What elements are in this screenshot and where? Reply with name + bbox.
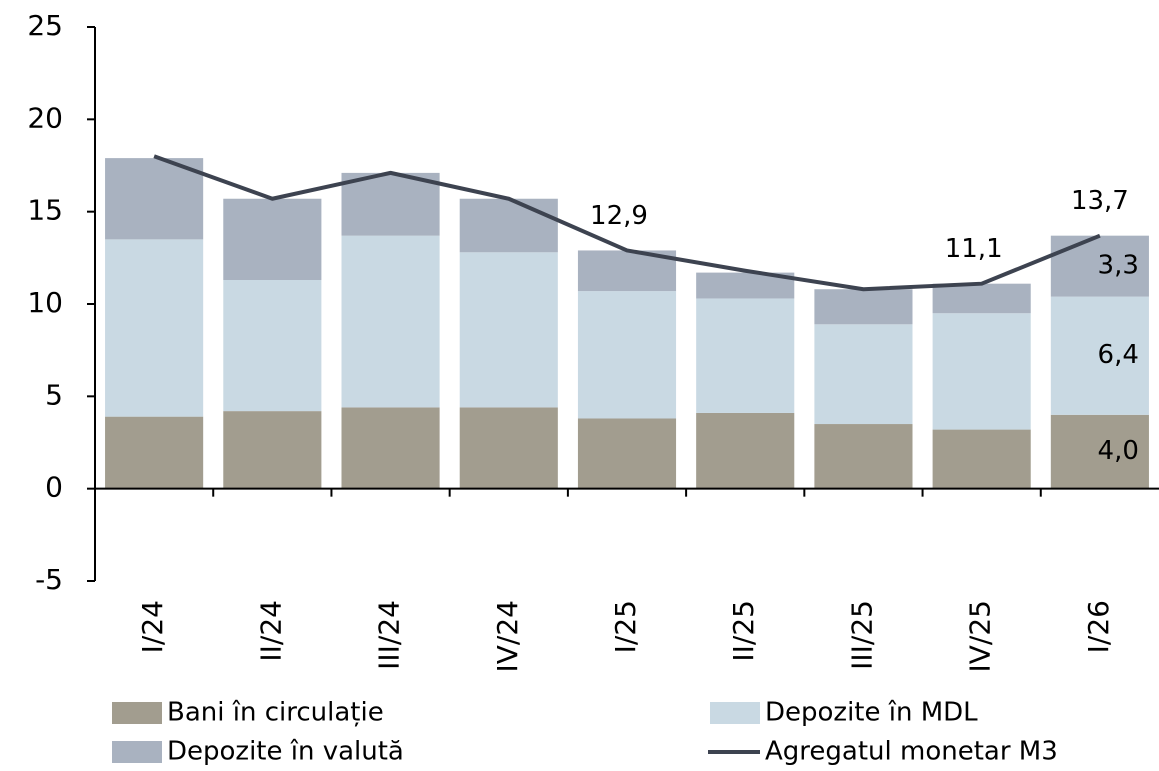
bar: [577, 291, 677, 419]
bar: [459, 198, 558, 253]
legend-item: Bani în circulație: [112, 698, 384, 728]
bar: [459, 252, 558, 408]
bar: [932, 429, 1031, 489]
x-tick-label: III/25: [845, 600, 878, 670]
y-tick-label: 5: [45, 378, 63, 411]
x-tick-label: II/24: [254, 600, 287, 662]
data-label: 13,7: [1071, 186, 1129, 216]
bar: [341, 235, 440, 408]
legend-label: Depozite în MDL: [765, 698, 978, 728]
x-tick-label: IV/24: [491, 600, 524, 672]
bar: [696, 298, 795, 413]
bar: [223, 279, 322, 412]
bar: [814, 424, 913, 489]
y-tick-label: 25: [27, 9, 63, 42]
bar: [459, 407, 558, 489]
x-tick-label: III/24: [373, 600, 406, 670]
y-tick-label: 0: [45, 471, 63, 504]
legend-item: Agregatul monetar M3: [708, 737, 1058, 767]
bar: [1050, 414, 1149, 489]
bar: [341, 172, 440, 236]
bar: [814, 289, 913, 325]
bar: [105, 158, 204, 240]
x-tick-label: II/25: [727, 600, 760, 662]
data-label: 11,1: [945, 234, 1003, 264]
y-tick-label: -5: [35, 563, 63, 596]
x-tick-label: I/26: [1082, 600, 1115, 653]
bar: [105, 416, 204, 489]
legend-swatch: [710, 702, 760, 724]
bar: [932, 283, 1031, 314]
y-tick-label: 20: [27, 101, 63, 134]
bar: [1050, 296, 1149, 415]
bar: [577, 418, 677, 489]
x-tick-label: IV/25: [964, 600, 997, 672]
line: [153, 154, 1101, 292]
data-label: 4,0: [1098, 436, 1139, 466]
legend-item: Depozite în MDL: [710, 698, 978, 728]
data-label: 12,9: [590, 201, 648, 231]
bar: [814, 324, 913, 425]
legend-label: Depozite în valută: [167, 737, 404, 767]
data-label: 6,4: [1098, 340, 1139, 370]
bar: [105, 239, 204, 417]
legend-label: Bani în circulație: [167, 698, 384, 728]
legend-item: Depozite în valută: [112, 737, 404, 767]
legend-swatch: [112, 702, 162, 724]
bar: [341, 407, 440, 489]
x-tick-label: I/25: [609, 600, 642, 653]
bar: [696, 412, 795, 489]
legend-label: Agregatul monetar M3: [765, 737, 1058, 767]
y-tick-label: 15: [27, 194, 63, 227]
data-label: 3,3: [1098, 251, 1139, 281]
bar: [1050, 235, 1149, 297]
legend-swatch: [112, 741, 162, 763]
bar: [223, 198, 322, 280]
bar: [932, 313, 1031, 430]
x-tick-label: I/24: [136, 600, 169, 653]
bar: [223, 411, 322, 489]
y-tick-label: 10: [27, 286, 63, 319]
